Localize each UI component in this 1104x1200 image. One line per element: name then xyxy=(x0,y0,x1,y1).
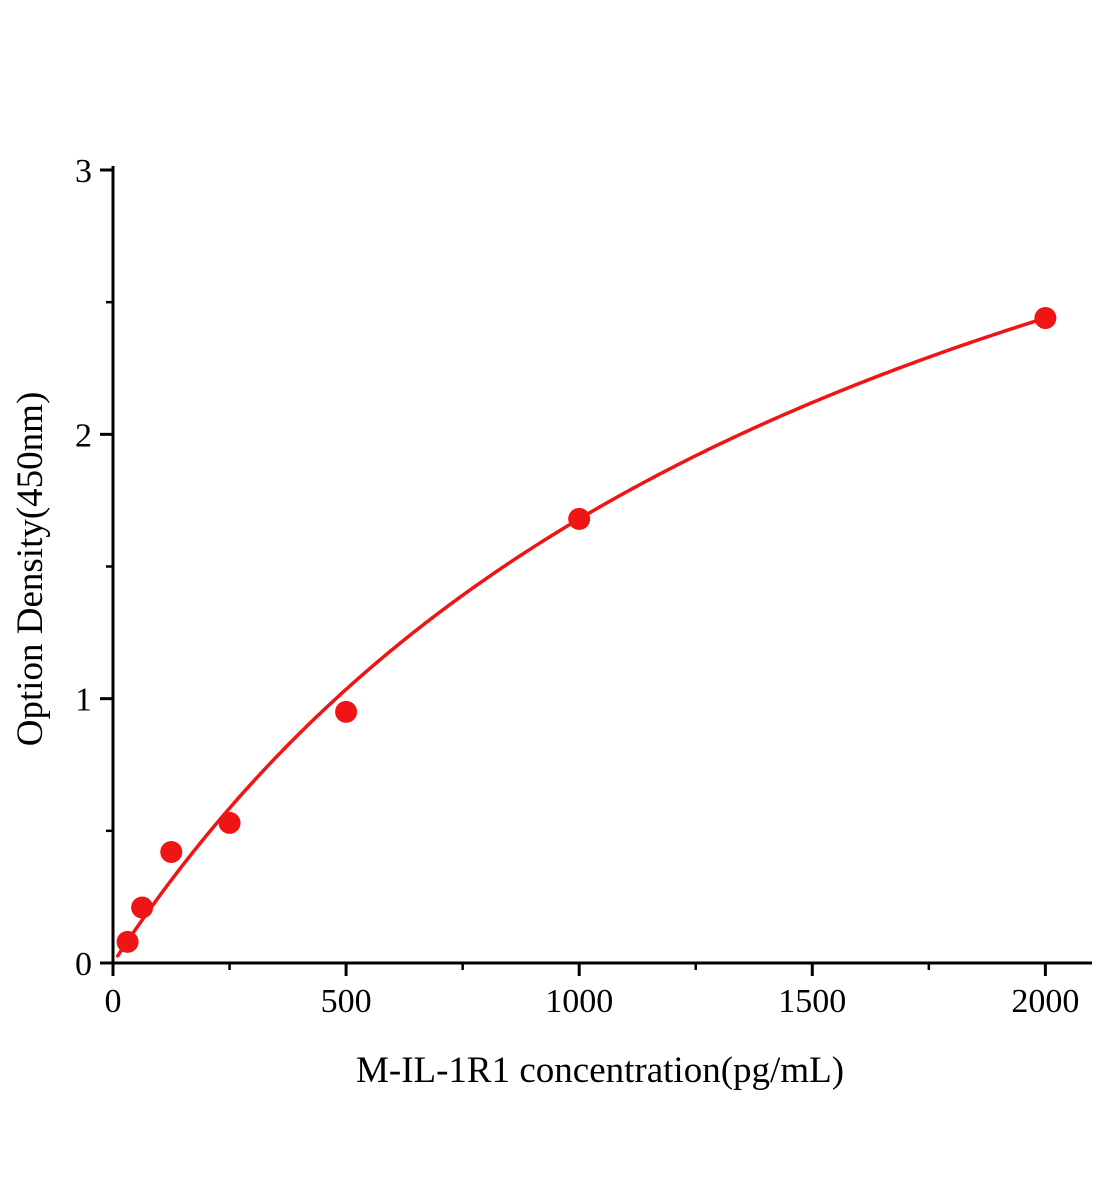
data-point xyxy=(116,930,139,953)
fit-curve xyxy=(115,316,1048,958)
x-tick-label: 1000 xyxy=(545,983,613,1020)
y-axis-title: Option Density(450nm) xyxy=(10,392,51,747)
y-tick-label: 0 xyxy=(75,946,92,983)
x-tick-label: 2000 xyxy=(1011,983,1079,1020)
x-tick-label: 0 xyxy=(105,983,122,1020)
data-point xyxy=(1034,307,1057,330)
x-tick-label: 1500 xyxy=(778,983,846,1020)
data-point xyxy=(335,700,358,723)
data-point xyxy=(131,896,154,919)
y-tick-label: 3 xyxy=(75,153,92,190)
y-tick-label: 1 xyxy=(75,682,92,719)
data-point xyxy=(568,507,591,530)
x-tick-label: 500 xyxy=(321,983,372,1020)
plot-area: 0 500 1000 1500 2000 0 1 2 3 xyxy=(75,153,1092,1020)
x-axis-title: M-IL-1R1 concentration(pg/mL) xyxy=(356,1050,844,1091)
data-point xyxy=(160,840,183,863)
data-point xyxy=(218,811,241,834)
y-tick-label: 2 xyxy=(75,417,92,454)
